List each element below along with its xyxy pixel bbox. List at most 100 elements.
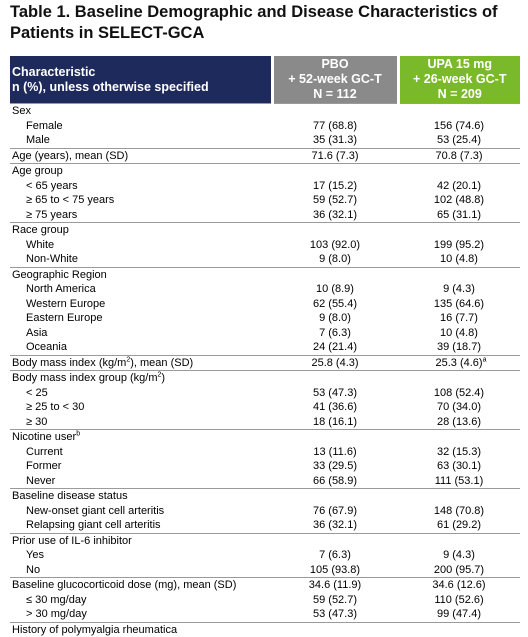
row-female: Female 77 (68.8) 156 (74.6) [10,119,520,134]
header-characteristic: Characteristic n (%), unless otherwise s… [10,56,272,104]
row-label: Yes [26,549,44,561]
row-label: Female [26,119,63,132]
row-age-group: Age group [10,163,520,179]
row-geographic-region: Geographic Region [10,266,520,282]
row-never: Never 66 (58.9) 111 (53.1) [10,474,520,489]
row-label: New-onset giant cell arteritis [26,504,165,517]
bmi-label-text: Body mass index (kg/m [12,356,127,369]
row-non-white: Non-White 9 (8.0) 10 (4.8) [10,252,520,267]
row-label: No [26,563,41,576]
superscript: 2 [126,355,131,363]
row-sex: Sex [10,103,520,119]
row-disease-status: Baseline disease status [10,488,520,504]
upa-value: 10 (4.8) [440,326,478,339]
row-label: ≤ 30 mg/day [26,593,87,606]
bmi-group-label-suffix: ) [161,372,166,384]
upa-value: 10 (4.8) [440,253,478,265]
pbo-value: 9 (8.0) [319,253,351,265]
upa-value: 61 (29.2) [436,519,482,531]
footnote-marker: b [76,430,81,438]
title-line-1: Table 1. Baseline Demographic and Diseas… [10,3,498,21]
row-label: Geographic Region [10,266,272,282]
row-western-europe: Western Europe 62 (55.4) 135 (64.6) [10,297,520,312]
header-upa-line-1: UPA 15 mg [427,57,493,71]
row-bmi-group: Body mass index group (kg/m2) [10,370,520,386]
upa-value: 25.3 (4.6)a [398,354,520,371]
header-upa-line-2: + 26-week GC-T [413,72,507,86]
upa-value: 70 (34.0) [436,401,482,413]
upa-value: 156 (74.6) [433,119,485,132]
row-gc-dose: Baseline glucocorticoid dose (mg), mean … [10,577,520,593]
header-upa: UPA 15 mg + 26-week GC-T N = 209 [396,56,520,104]
table-header-row: Characteristic n (%), unless otherwise s… [10,56,520,104]
row-label: Age group [10,163,272,179]
row-label: Eastern Europe [26,312,103,324]
pbo-value: 53 (47.3) [312,608,358,620]
row-label: ≥ 30 [26,415,48,428]
upa-value: 148 (70.8) [433,504,485,517]
superscript: 2 [157,371,162,379]
upa-value: 200 (95.7) [433,563,485,576]
bmi-group-label-text: Body mass index group (kg/m [12,372,158,384]
row-label: Body mass index group (kg/m2) [10,370,272,386]
upa-value: 199 (95.2) [433,238,485,251]
header-pbo-line-3: N = 112 [313,87,357,101]
row-label: < 25 [26,386,48,399]
row-white: White 103 (92.0) 199 (95.2) [10,238,520,253]
nicotine-label-text: Nicotine user [12,431,77,443]
row-le30: ≤ 30 mg/day 59 (52.7) 110 (52.6) [10,593,520,608]
row-gt30: > 30 mg/day 53 (47.3) 99 (47.4) [10,607,520,622]
row-age-lt65: < 65 years 17 (15.2) 42 (20.1) [10,179,520,194]
upa-value: 42 (20.1) [436,179,482,192]
upa-value: 63 (30.1) [436,460,482,472]
upa-value: 39 (18.7) [436,341,482,353]
row-nicotine-user: Nicotine userb [10,429,520,445]
row-relapsing: Relapsing giant cell arteritis 36 (32.1)… [10,518,520,533]
header-pbo-line-2: + 52-week GC-T [288,72,382,86]
pbo-value: 33 (29.5) [312,460,358,472]
upa-value-text: 25.3 (4.6) [435,356,483,369]
row-il6-inhibitor: Prior use of IL-6 inhibitor [10,532,520,548]
pbo-value: 76 (67.9) [312,504,358,517]
pbo-value: 36 (32.1) [312,519,358,531]
pbo-value: 17 (15.2) [312,179,358,192]
upa-value: 16 (7.7) [440,312,478,324]
row-age-mean: Age (years), mean (SD) 71.6 (7.3) 70.8 (… [10,147,520,164]
row-label: ≥ 75 years [26,208,78,221]
row-label: Former [26,460,62,472]
row-bmi-25-30: ≥ 25 to < 30 41 (36.6) 70 (34.0) [10,400,520,415]
header-characteristic-line-1: Characteristic [12,64,96,79]
pbo-value: 105 (93.8) [309,563,361,576]
upa-value: 9 (4.3) [443,549,475,561]
pbo-value: 41 (36.6) [312,401,358,413]
row-north-america: North America 10 (8.9) 9 (4.3) [10,282,520,297]
row-label: Oceania [26,341,67,353]
row-label: ≥ 65 to < 75 years [26,194,115,206]
pbo-value: 10 (8.9) [316,283,354,295]
row-label: Prior use of IL-6 inhibitor [10,532,272,548]
row-label: Nicotine userb [10,429,272,445]
pbo-value: 53 (47.3) [312,386,358,399]
row-label: Race group [10,222,272,238]
row-male: Male 35 (31.3) 53 (25.4) [10,133,520,148]
row-label: Baseline glucocorticoid dose (mg), mean … [10,577,272,593]
upa-value: 65 (31.1) [436,208,482,221]
row-bmi-ge30: ≥ 30 18 (16.1) 28 (13.6) [10,415,520,430]
pbo-value: 25.8 (4.3) [272,354,398,371]
row-label: Body mass index (kg/m2), mean (SD) [10,354,272,371]
upa-value: 110 (52.6) [434,593,484,606]
row-label: ≥ 25 to < 30 [26,401,85,413]
pbo-value: 34.6 (11.9) [272,577,398,593]
row-label: Male [26,134,50,146]
row-label: Never [26,474,56,487]
pbo-value: 24 (21.4) [312,341,358,353]
baseline-characteristics-table: Characteristic n (%), unless otherwise s… [10,56,520,637]
row-label: Sex [10,103,272,119]
pbo-value: 62 (55.4) [312,297,358,310]
row-oceania: Oceania 24 (21.4) 39 (18.7) [10,340,520,355]
header-upa-line-3: N = 209 [437,87,482,101]
upa-value: 32 (15.3) [436,445,482,458]
pbo-value: 36 (32.1) [312,208,358,221]
header-characteristic-line-2: n (%), unless otherwise specified [12,79,209,94]
pbo-value: 7 (6.3) [319,326,351,339]
